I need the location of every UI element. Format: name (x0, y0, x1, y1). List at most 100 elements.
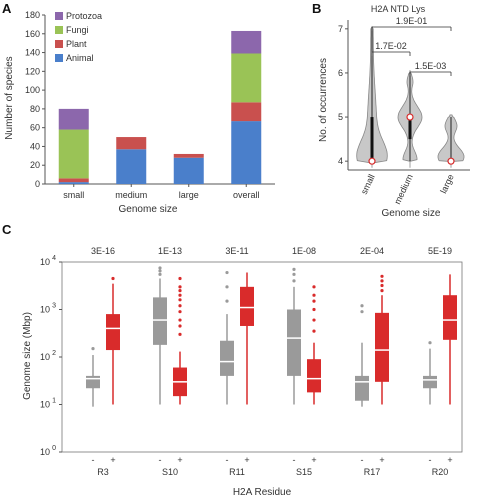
panel-c-ytick-exponent: 2 (52, 350, 56, 357)
panel-a-legend: Protozoa Fungi Plant Animal (55, 11, 102, 63)
box (355, 375, 369, 401)
panel-c-ytick-exponent: 1 (52, 398, 56, 405)
outlier-point (178, 285, 182, 289)
subgroup-label: + (447, 455, 452, 465)
p-value-label: 1.5E-03 (415, 61, 447, 71)
outlier-point (91, 347, 95, 351)
outlier-point (178, 324, 182, 328)
legend-swatch (55, 26, 63, 34)
legend-swatch (55, 12, 63, 20)
outlier-point (158, 269, 162, 273)
group-p-value: 2E-04 (360, 246, 384, 256)
group-label: S10 (162, 467, 178, 477)
p-value-label: 1.9E-01 (396, 16, 428, 26)
subgroup-label: - (361, 455, 364, 465)
panel-c-ytick-exponent: 0 (52, 445, 56, 452)
outlier-point (312, 299, 316, 303)
bar-segment (58, 182, 89, 184)
bar-segment (58, 129, 89, 179)
panel-c-ytick-label: 10 (40, 305, 50, 315)
outlier-point (178, 318, 182, 322)
panel-a: A 0 20 40 60 80 100 120 140 160 180 small medium lar… (2, 1, 275, 215)
outlier-point (178, 298, 182, 302)
subgroup-label: - (159, 455, 162, 465)
panel-b-label: B (312, 1, 321, 16)
box (86, 375, 100, 389)
panel-c-xlabel: H2A Residue (233, 487, 292, 498)
subgroup-label: - (293, 455, 296, 465)
outlier-point (225, 285, 229, 289)
panel-b-ytick-label: 5 (338, 112, 343, 122)
outlier-point (225, 299, 229, 303)
panel-a-xtick-label: large (179, 190, 199, 200)
p-value-label: 1.7E-02 (375, 41, 407, 51)
panel-a-ytick-label: 40 (30, 141, 40, 151)
subgroup-label: + (110, 455, 115, 465)
outlier-point (312, 329, 316, 333)
panel-c-boxes (86, 266, 457, 407)
legend-entry: Plant (66, 39, 87, 49)
violin-median (447, 157, 455, 165)
panel-c-ytick-exponent: 3 (52, 303, 56, 310)
subgroup-label: + (244, 455, 249, 465)
bar-segment (173, 153, 204, 158)
outlier-point (178, 276, 182, 281)
outlier-point (292, 279, 296, 283)
subgroup-label: - (226, 455, 229, 465)
bar-segment (116, 137, 147, 150)
subgroup-label: + (379, 455, 384, 465)
panel-b: B H2A NTD Lys 4 5 6 7 small medium large 1.9E-… (312, 1, 470, 219)
outlier-point (380, 283, 384, 288)
group-p-value: 1E-13 (158, 246, 182, 256)
outlier-point (428, 341, 432, 345)
outlier-point (380, 274, 384, 278)
panel-c-ylabel: Genome size (Mbp) (22, 312, 33, 400)
outlier-point (360, 310, 364, 314)
outlier-point (225, 270, 229, 275)
panel-c-ytick-label: 10 (40, 257, 50, 267)
legend-entry: Protozoa (66, 11, 102, 21)
panel-c-label: C (2, 222, 12, 237)
violin-median (406, 113, 414, 121)
panel-a-ytick-label: 60 (30, 123, 40, 133)
outlier-point (312, 318, 316, 322)
panel-c-ytick-label: 10 (40, 447, 50, 457)
panel-b-xtick-label: medium (392, 173, 415, 206)
group-p-value: 5E-19 (428, 246, 452, 256)
outlier-point (380, 279, 384, 283)
violin-median (368, 157, 376, 165)
box (375, 312, 389, 382)
panel-a-label: A (2, 1, 12, 16)
panel-c-ytick-exponent: 4 (52, 255, 56, 262)
bar-segment (231, 102, 262, 122)
outlier-point (312, 285, 316, 289)
panel-a-xtick-label: medium (115, 190, 147, 200)
panel-b-ytick-label: 4 (338, 156, 343, 166)
panel-a-xtick-label: overall (233, 190, 260, 200)
panel-a-ylabel: Number of species (4, 56, 15, 139)
outlier-point (158, 272, 162, 276)
panel-c-ytick-label: 10 (40, 352, 50, 362)
group-label: R20 (432, 467, 449, 477)
panel-c-ytick-label: 10 (40, 400, 50, 410)
panel-b-significance: 1.9E-01 1.7E-02 1.5E-03 (371, 16, 452, 76)
panel-a-xlabel: Genome size (119, 204, 178, 215)
outlier-point (380, 288, 384, 293)
outlier-point (312, 293, 316, 297)
bar-segment (58, 108, 89, 130)
outlier-point (111, 276, 115, 281)
panel-b-violins (356, 25, 465, 168)
group-label: R11 (229, 467, 245, 477)
panel-b-xlabel: Genome size (382, 208, 441, 219)
panel-a-ytick-label: 80 (30, 104, 40, 114)
panel-b-xtick-label: large (438, 173, 456, 195)
outlier-point (178, 332, 182, 336)
bar-segment (231, 121, 262, 184)
panel-a-ytick-label: 180 (25, 10, 40, 20)
group-p-value: 1E-08 (292, 246, 316, 256)
box (153, 297, 167, 345)
outlier-point (312, 307, 316, 312)
